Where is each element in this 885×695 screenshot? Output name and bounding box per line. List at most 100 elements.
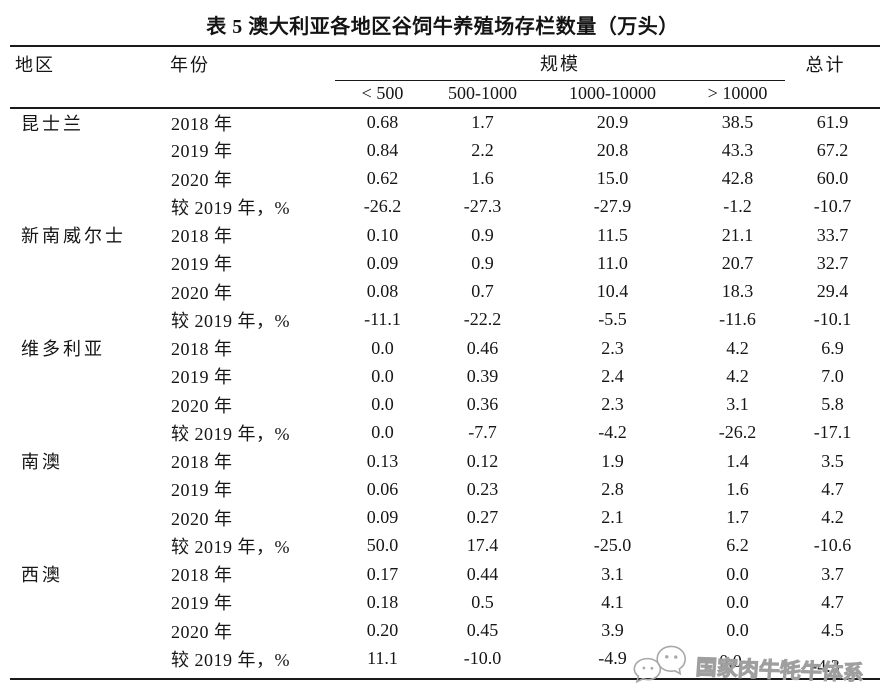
col-header-scale-lt500: < 500	[335, 80, 430, 109]
region-cell	[10, 165, 165, 193]
value-cell: 3.1	[726, 394, 749, 415]
region-cell	[10, 588, 165, 616]
value-cell: -10.6	[813, 535, 852, 556]
value-cell: -27.9	[593, 196, 632, 217]
region-cell: 维多利亚	[21, 339, 105, 360]
value-cell: 2.1	[601, 507, 624, 528]
table-body: 昆士兰 2018 年 0.68 1.7 20.9 38.5 61.9 2019 年 0.84 2.…	[10, 108, 880, 676]
col-header-region: 地区	[15, 54, 55, 75]
value-cell: 0.0	[371, 337, 394, 358]
value-cell: 20.8	[596, 139, 629, 160]
value-cell: 4.7	[821, 591, 844, 612]
value-cell: -4.9	[598, 648, 627, 669]
value-cell: 0.08	[366, 281, 399, 302]
value-cell: 4.2	[726, 337, 749, 358]
value-cell: -10.0	[463, 648, 502, 669]
value-cell: 11.0	[597, 252, 628, 273]
value-cell: 4.7	[821, 478, 844, 499]
value-cell: 17.4	[466, 535, 499, 556]
table-row: 2019 年 0.09 0.9 11.0 20.7 32.7	[10, 249, 880, 277]
value-cell: -10.7	[813, 196, 852, 217]
value-cell: 0.0	[726, 620, 749, 641]
year-cell: 2018 年	[171, 113, 233, 134]
value-cell: 1.9	[601, 450, 624, 471]
value-cell: 0.23	[466, 478, 499, 499]
value-cell: 3.7	[821, 563, 844, 584]
year-cell: 2019 年	[171, 141, 233, 162]
col-header-scale-1000-10000: 1000-10000	[535, 80, 690, 109]
header-spacer-left	[10, 80, 335, 109]
col-header-total: 总计	[805, 54, 846, 75]
value-cell: 0.39	[466, 365, 499, 386]
table-row: 昆士兰 2018 年 0.68 1.7 20.9 38.5 61.9	[10, 108, 880, 136]
value-cell: 0.36	[466, 394, 499, 415]
col-header-scale-500-1000: 500-1000	[430, 80, 535, 109]
value-cell: 0.0	[371, 394, 394, 415]
table-row: 2020 年 0.20 0.45 3.9 0.0 4.5	[10, 617, 880, 645]
year-cell: 2020 年	[171, 395, 233, 416]
year-cell: 较 2019 年，%	[171, 310, 290, 331]
year-cell: 2019 年	[171, 254, 233, 275]
table-row: 较 2019 年，% 50.0 17.4 -25.0 6.2 -10.6	[10, 532, 880, 560]
value-cell: 0.68	[366, 112, 399, 133]
value-cell: -11.1	[364, 309, 401, 330]
year-cell: 2020 年	[171, 621, 233, 642]
year-cell: 2018 年	[171, 565, 233, 586]
value-cell: 0.18	[366, 591, 399, 612]
region-cell	[10, 136, 165, 164]
value-cell: 1.6	[726, 478, 749, 499]
value-cell: 0.9	[471, 252, 494, 273]
table-row: 较 2019 年，% -26.2 -27.3 -27.9 -1.2 -10.7	[10, 193, 880, 221]
table-row: 2019 年 0.0 0.39 2.4 4.2 7.0	[10, 362, 880, 390]
value-cell: 2.3	[601, 337, 624, 358]
table-row: 2019 年 0.18 0.5 4.1 0.0 4.7	[10, 588, 880, 616]
year-cell: 较 2019 年，%	[171, 423, 290, 444]
region-cell	[10, 193, 165, 221]
value-cell: 7.0	[821, 365, 844, 386]
value-cell: 2.3	[601, 394, 624, 415]
col-header-year: 年份	[170, 54, 210, 75]
table-row: 南澳 2018 年 0.13 0.12 1.9 1.4 3.5	[10, 447, 880, 475]
value-cell: 0.62	[366, 168, 399, 189]
value-cell: 4.2	[821, 507, 844, 528]
value-cell: 0.0	[726, 563, 749, 584]
value-cell: 0.10	[366, 224, 399, 245]
region-cell	[10, 645, 165, 673]
value-cell: 33.7	[816, 224, 849, 245]
table-row: 较 2019 年，% 11.1 -10.0 -4.9 0.0 -4.3	[10, 645, 880, 676]
data-table: 地区 年份 规模 总计 < 500 500-1000 1000-10000 > …	[10, 47, 880, 676]
value-cell: 1.7	[471, 112, 494, 133]
value-cell: 43.3	[721, 139, 754, 160]
value-cell: 0.45	[466, 620, 499, 641]
value-cell: 0.0	[726, 591, 749, 612]
region-cell	[10, 391, 165, 419]
table-header: 地区 年份 规模 总计 < 500 500-1000 1000-10000 > …	[10, 47, 880, 109]
value-cell: 20.7	[721, 252, 754, 273]
value-cell: 0.0	[371, 365, 394, 386]
year-cell: 较 2019 年，%	[171, 197, 290, 218]
region-cell	[10, 278, 165, 306]
value-cell: 0.09	[366, 252, 399, 273]
year-cell: 2018 年	[171, 452, 233, 473]
table-row: 2019 年 0.06 0.23 2.8 1.6 4.7	[10, 475, 880, 503]
header-spacer-right	[785, 80, 880, 109]
value-cell: 1.6	[471, 168, 494, 189]
table-row: 新南威尔士 2018 年 0.10 0.9 11.5 21.1 33.7	[10, 221, 880, 249]
year-cell: 2020 年	[171, 282, 233, 303]
value-cell: 0.9	[471, 224, 494, 245]
value-cell: 0.13	[366, 450, 399, 471]
value-cell: 4.5	[821, 620, 844, 641]
value-cell: 10.4	[596, 281, 629, 302]
year-cell: 较 2019 年，%	[171, 649, 290, 670]
region-cell: 南澳	[21, 452, 63, 473]
value-cell: 0.7	[471, 281, 494, 302]
value-cell: 1.7	[726, 507, 749, 528]
value-cell: 4.2	[726, 365, 749, 386]
value-cell: 3.1	[601, 563, 624, 584]
value-cell: 0.17	[366, 563, 399, 584]
col-header-scale-group: 规模	[335, 47, 785, 81]
table-title: 表 5 澳大利亚各地区谷饲牛养殖场存栏数量（万头）	[206, 16, 679, 38]
table-row: 2019 年 0.84 2.2 20.8 43.3 67.2	[10, 136, 880, 164]
table-row: 维多利亚 2018 年 0.0 0.46 2.3 4.2 6.9	[10, 334, 880, 362]
year-cell: 2020 年	[171, 169, 233, 190]
